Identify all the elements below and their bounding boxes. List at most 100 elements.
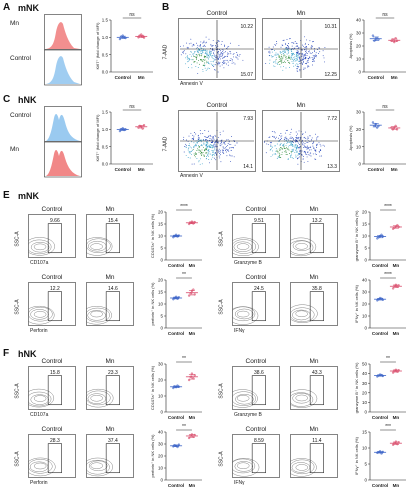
scatter-d-1-event [302,142,304,144]
scatter-b-0-event [217,45,219,47]
panel-label-b: B [162,2,170,13]
flow-f1-1-gate-value: 23.3 [108,370,118,376]
scatter-d-1-event [273,153,275,155]
scatter-d-1-event [303,147,305,149]
dotplot-e3-ytick-label: 10 [158,302,164,307]
scatter-b-1-event [284,51,286,53]
scatter-b-0-event [224,55,226,57]
scatter-d-1-q-lower: 13.3 [327,164,337,170]
scatter-b-1-event [277,53,278,55]
scatter-b-0-event [190,51,192,53]
flow-e1-0-contour [28,237,55,256]
scatter-d-1-event [298,146,300,148]
scatter-d-0-event [227,150,229,152]
scatter-b-1-event [299,56,301,58]
scatter-d-1-event [315,151,317,153]
scatter-d-0-event [200,153,201,155]
dotplot-c-ytick-label: 1.0 [102,127,109,132]
dotplot-e3-point-0-2 [174,295,178,298]
flow-e2-1-contour [290,237,317,257]
scatter-d-0-event [212,152,214,154]
scatter-d-0-event [209,144,211,146]
dotplot-e2-sig-label: **** [384,204,392,210]
scatter-b-1-event [281,56,283,58]
dotplot-f1-ylabel: CD107a⁺ in NK cells (%) [150,365,155,410]
scatter-b-0-event [223,51,225,53]
scatter-b-0-event [227,61,229,63]
scatter-d-1-event [269,142,271,144]
scatter-d-0-event [194,154,195,156]
scatter-d-0-event [208,139,210,141]
scatter-d-0-event [195,143,197,145]
scatter-d-1-event [302,156,304,158]
scatter-b-1-event [296,47,298,49]
flow-e3-0-contour [28,306,53,322]
scatter-b-0-event [224,44,226,46]
dotplot-f4-ylabel: IFNγ⁺ in NK cells (%) [354,436,359,475]
scatter-d-1-event [270,155,272,157]
scatter-d-1-event [299,146,301,148]
scatter-d-1-event [299,138,301,140]
scatter-b-0-event [207,62,209,64]
scatter-b-0-event [213,52,215,54]
scatter-b-1-event [310,46,312,48]
scatter-b-1-event [305,51,306,52]
scatter-b-1-event [297,66,299,68]
scatter-d-1-event [301,150,303,152]
scatter-d-1-event [297,157,299,159]
scatter-b-1-event [275,57,277,59]
scatter-d-1-event [281,138,283,140]
scatter-b-1-event [303,67,305,69]
scatter-d-0-event [215,135,217,137]
scatter-d-1-event [286,129,288,131]
scatter-b-1-event [296,55,298,57]
scatter-b-0-event [214,64,216,66]
scatter-d-0-event [212,139,214,141]
scatter-b-0-event [224,45,225,47]
flow-e4-1-contour [290,304,318,323]
scatter-b-1-event [277,53,279,55]
scatter-b-0-event [213,55,215,57]
scatter-b-0-event [231,62,233,64]
flow-e3-0-contour [33,311,47,318]
scatter-d-0-event [207,130,209,132]
scatter-b-1-event [315,52,317,54]
scatter-b-1-event [307,66,309,68]
scatter-b-1-event [278,56,280,58]
dotplot-f3-ylabel: perforin⁺ in NK cells (%) [150,434,155,478]
dotplot-b-xtick-label: Mn [391,75,398,80]
dotplot-f1-point-1-1 [189,375,192,378]
flow-f3-1-contour [90,462,103,469]
dotplot-b-ylabel: Apoptosis (%) [348,33,353,59]
dotplot-e2-ytick-label: 15 [362,222,368,227]
scatter-d-1-event [306,156,308,158]
scatter-d-1-event [290,136,292,138]
scatter-b-1-event [296,63,298,65]
scatter-b-1-event [296,50,298,52]
scatter-b-0-event [222,49,224,51]
scatter-b-0-event [213,50,215,52]
dotplot-a-xtick-label: Mn [138,75,145,80]
scatter-d-0-event [197,142,199,144]
dotplot-f2-ytick-label: 10 [362,400,368,405]
scatter-b-1-event [308,50,310,52]
scatter-b-1-event [291,52,292,54]
dotplot-d-point-1-4 [395,128,399,131]
scatter-d-1-event [293,141,294,143]
scatter-d-1-event [322,144,324,146]
flow-f2-0-gate-value: 38.6 [254,370,264,376]
scatter-d-0-event [203,142,205,144]
scatter-b-1-event [269,52,271,54]
dotplot-e3-ytick-label: 20 [158,278,164,283]
scatter-b-0-event [200,50,202,52]
scatter-d-1-event [301,143,303,145]
scatter-b-0-event [197,72,199,74]
scatter-d-1-event [274,145,276,147]
scatter-d-1-event [274,138,276,140]
scatter-b-1-event [296,58,298,59]
scatter-d-0-event [198,151,200,153]
scatter-d-0-event [213,144,215,146]
scatter-d-0-q-lower: 14.1 [243,164,253,170]
scatter-d-1-event [296,138,298,140]
